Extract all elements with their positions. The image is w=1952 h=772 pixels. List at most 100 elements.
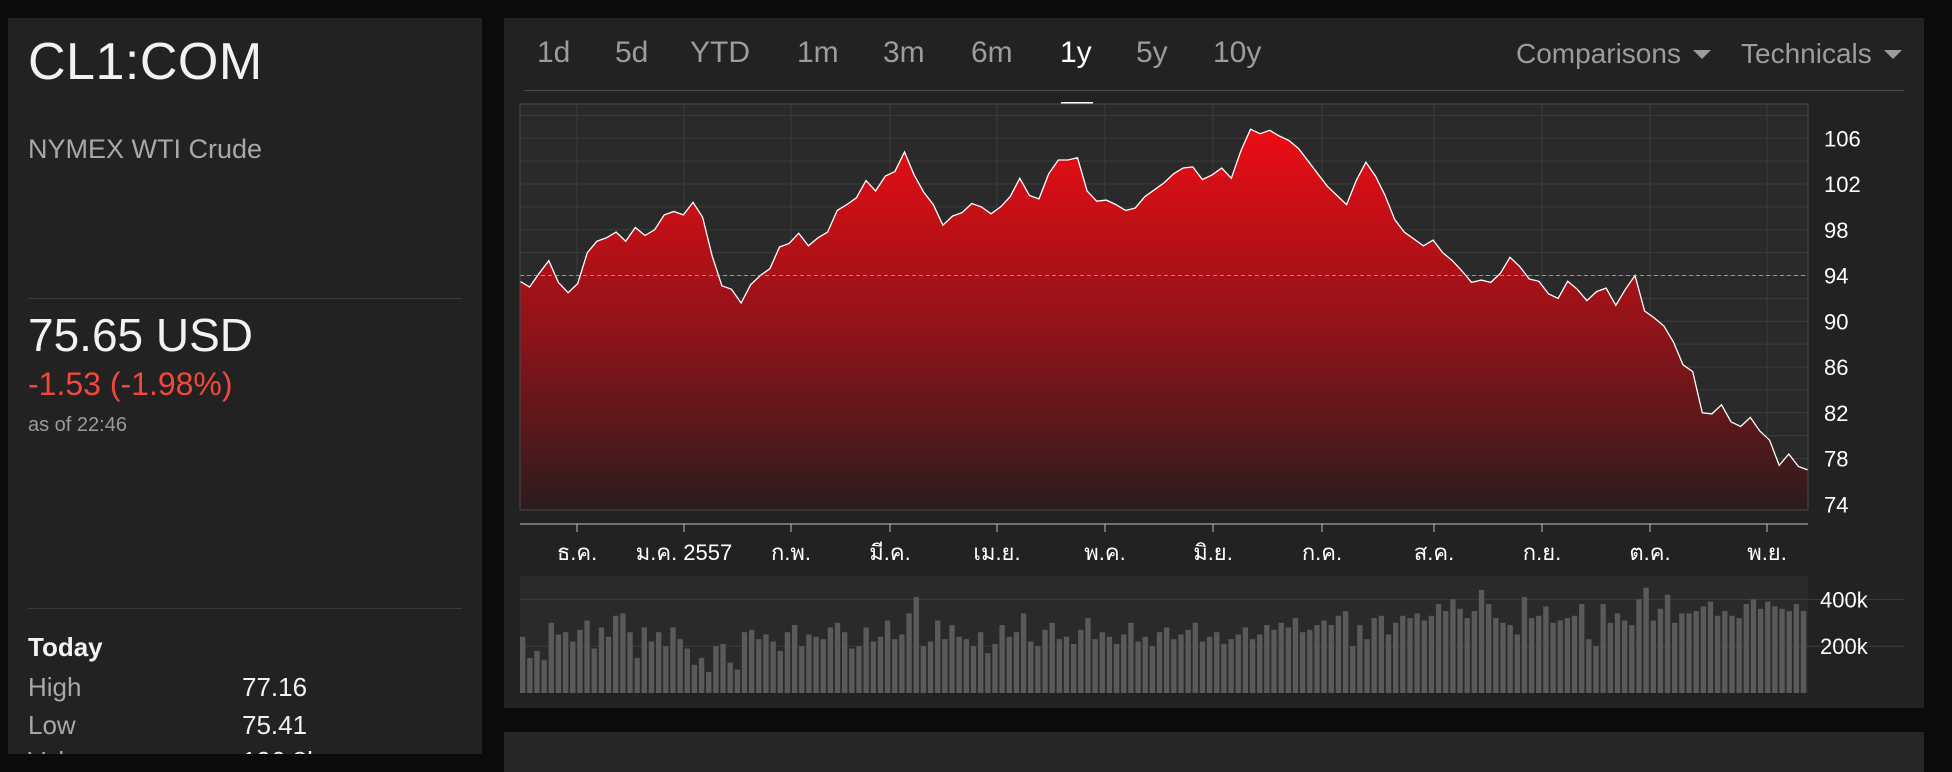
x-tick-label: ส.ค. <box>1414 540 1454 565</box>
volume-bar <box>1357 625 1363 693</box>
volume-bar <box>1299 632 1306 693</box>
volume-bar <box>1772 606 1778 693</box>
volume-bar <box>677 639 683 693</box>
tab-ytd[interactable]: YTD <box>690 36 750 69</box>
secondary-panel <box>504 732 1924 772</box>
volume-bar <box>1414 613 1420 693</box>
volume-bar <box>1571 615 1578 693</box>
tab-3m[interactable]: 3m <box>883 36 925 69</box>
stat-value: 196.8k <box>242 746 320 754</box>
y-tick-label: 98 <box>1824 218 1848 243</box>
x-tick-label: ต.ค. <box>1629 540 1670 565</box>
price-chart[interactable]: 106 102 98 94 90 86 82 78 74 ธ.ค. ม.ค. 2557 ก.พ. มี.… <box>504 18 1924 708</box>
volume-bar <box>691 664 698 693</box>
as-of-time: as of 22:46 <box>28 414 127 436</box>
volume-bar <box>720 643 726 693</box>
volume-bar <box>1629 625 1635 693</box>
volume-bar <box>1199 641 1206 693</box>
volume-bar <box>1564 618 1571 693</box>
tab-1d[interactable]: 1d <box>537 36 571 69</box>
volume-bar <box>1164 627 1170 693</box>
volume-bar <box>1078 629 1084 693</box>
volume-bar <box>555 634 562 693</box>
volume-bar <box>784 632 791 693</box>
volume-bar <box>598 627 605 693</box>
volume-bar <box>1550 622 1556 693</box>
volume-bar <box>1328 625 1334 693</box>
comparisons-dropdown[interactable]: Comparisons <box>1516 38 1711 70</box>
volume-bar <box>927 641 934 693</box>
x-tick-label: พ.ค. <box>1084 540 1125 565</box>
volume-bar <box>1607 622 1613 693</box>
volume-bar <box>734 669 741 693</box>
volume-bar <box>1156 632 1163 693</box>
volume-bar <box>1600 604 1606 693</box>
volume-bar <box>1314 625 1320 693</box>
y-tick-label: 74 <box>1824 492 1848 517</box>
volume-bar <box>870 641 876 693</box>
volume-bar <box>1543 606 1549 693</box>
volume-bar <box>1400 615 1406 693</box>
volume-bar <box>1450 599 1456 693</box>
volume-bar <box>1264 625 1270 693</box>
volume-bar <box>877 636 884 693</box>
volume-bar <box>856 646 862 693</box>
volume-bar <box>970 646 977 693</box>
volume-bar <box>1586 639 1592 693</box>
volume-bar <box>999 625 1005 693</box>
x-tick-label: ธ.ค. <box>557 540 597 565</box>
volume-bar <box>1085 618 1091 693</box>
tab-1m[interactable]: 1m <box>797 36 839 69</box>
tab-6m[interactable]: 6m <box>971 36 1013 69</box>
volume-bar <box>935 620 941 693</box>
volume-bar <box>1779 608 1785 693</box>
volume-bar <box>1092 639 1098 693</box>
x-tick-label: ม.ค. 2557 <box>636 540 733 565</box>
volume-bar <box>1786 611 1792 693</box>
tab-1y[interactable]: 1y <box>1060 36 1092 69</box>
volume-bar <box>892 639 898 693</box>
y-tick-label: 106 <box>1824 126 1861 151</box>
volume-bar <box>1185 629 1191 693</box>
volume-bar <box>1478 590 1485 693</box>
volume-bar <box>655 632 662 693</box>
volume-bar <box>605 636 612 693</box>
volume-bar <box>684 648 690 693</box>
volume-bar <box>1528 618 1535 693</box>
volume-bar <box>1557 620 1563 693</box>
volume-bar <box>1686 613 1692 693</box>
y-tick-label: 86 <box>1824 355 1848 380</box>
volume-bar <box>1321 620 1327 693</box>
volume-bar <box>1106 636 1113 693</box>
volume-bar <box>763 634 769 693</box>
volume-bar <box>1650 620 1656 693</box>
tab-10y[interactable]: 10y <box>1213 36 1262 69</box>
volume-bar <box>1672 622 1678 693</box>
tab-5y[interactable]: 5y <box>1136 36 1168 69</box>
volume-bar <box>1006 636 1012 693</box>
volume-bar <box>1664 594 1671 693</box>
technicals-dropdown[interactable]: Technicals <box>1741 38 1902 70</box>
divider <box>28 608 462 609</box>
y-tick-label: 94 <box>1824 264 1848 289</box>
volume-bar <box>1206 636 1213 693</box>
volume-bar <box>863 627 869 693</box>
volume-bar <box>727 662 733 693</box>
volume-bar <box>1235 634 1241 693</box>
volume-bar <box>1800 611 1807 693</box>
volume-bar <box>1042 629 1048 693</box>
volume-bar <box>1135 641 1141 693</box>
volume-bar <box>1378 615 1385 693</box>
volume-tick-label: 200k <box>1820 634 1869 659</box>
volume-bar <box>1536 615 1542 693</box>
volume-bar <box>1700 606 1707 693</box>
today-heading: Today <box>28 632 103 662</box>
volume-bar <box>1765 601 1771 693</box>
volume-bar <box>977 632 984 693</box>
volume-bar <box>1350 646 1356 693</box>
volume-bar <box>706 671 712 693</box>
y-tick-label: 102 <box>1824 172 1861 197</box>
volume-bar <box>663 646 669 693</box>
volume-bar <box>1257 634 1263 693</box>
tab-5d[interactable]: 5d <box>615 36 649 69</box>
